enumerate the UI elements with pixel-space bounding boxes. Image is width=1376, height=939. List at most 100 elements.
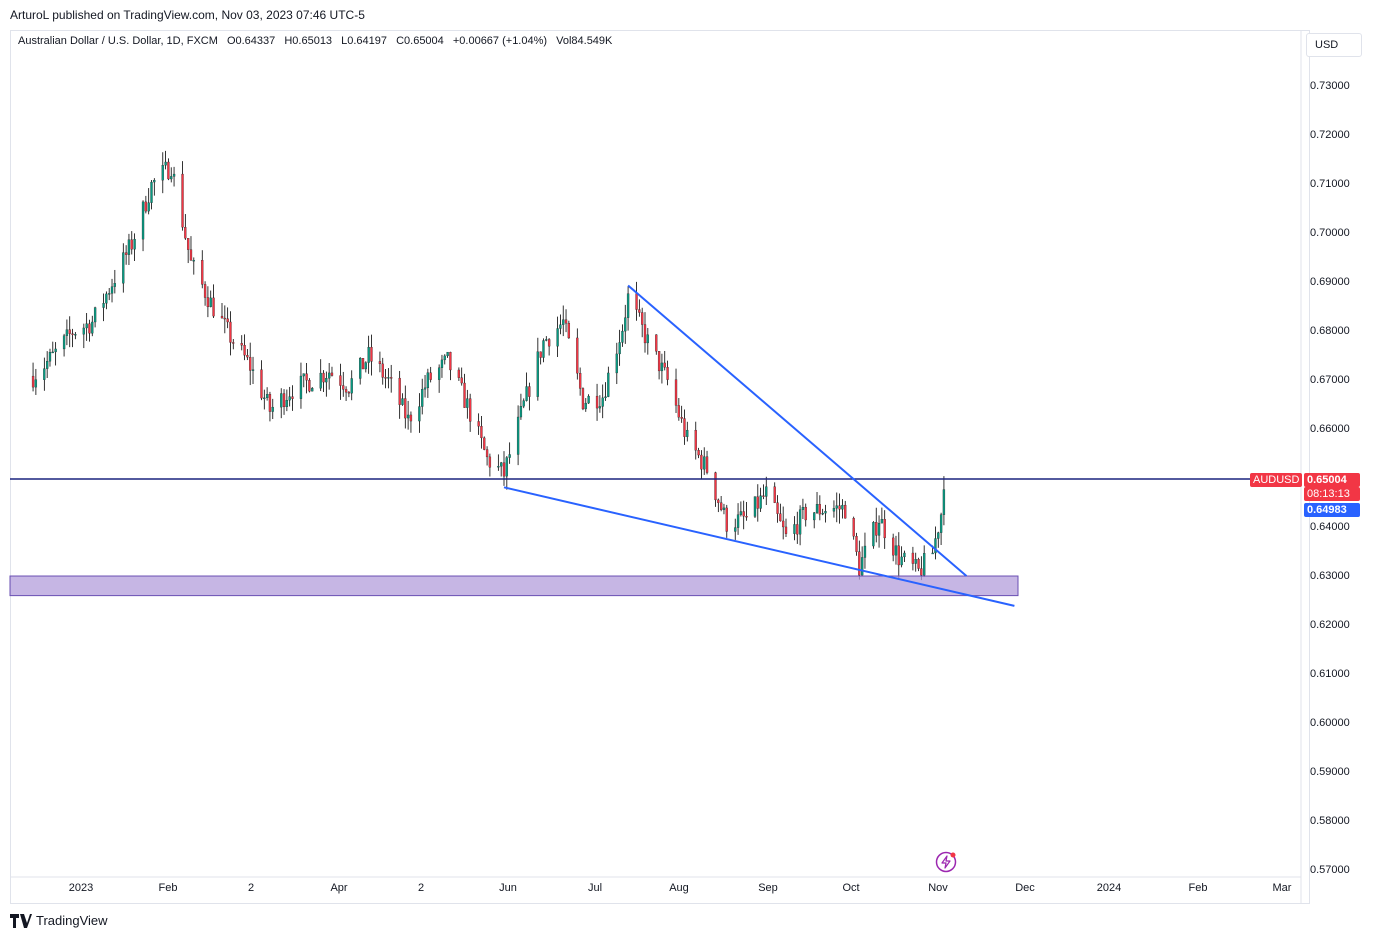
time-axis-label: Aug bbox=[669, 882, 689, 894]
candle-body bbox=[641, 312, 644, 325]
time-axis-label: Dec bbox=[1015, 882, 1035, 894]
candle-body bbox=[325, 378, 328, 383]
candle-body bbox=[344, 389, 348, 393]
candle-body bbox=[322, 372, 325, 383]
candle-body bbox=[522, 400, 525, 407]
price-axis-label: 0.60000 bbox=[1310, 717, 1350, 729]
chart-frame[interactable] bbox=[10, 30, 1310, 904]
candle-body bbox=[903, 552, 906, 558]
candle-body bbox=[804, 506, 807, 521]
candle-body bbox=[170, 176, 173, 180]
candle-body bbox=[937, 532, 940, 539]
time-axis-label: 2 bbox=[417, 882, 425, 894]
candle-body bbox=[502, 462, 506, 477]
candle-body bbox=[426, 372, 430, 389]
candle-body bbox=[657, 351, 661, 372]
trendline bbox=[627, 284, 968, 577]
candle-body bbox=[350, 378, 353, 394]
candle-body bbox=[655, 334, 658, 352]
candle-body bbox=[626, 293, 630, 318]
candle-body bbox=[404, 398, 407, 419]
candle-body bbox=[192, 260, 195, 262]
candle-body bbox=[762, 495, 765, 497]
candle-body bbox=[339, 375, 342, 386]
candle-body bbox=[189, 249, 193, 261]
price-axis-label: 0.61000 bbox=[1310, 668, 1350, 680]
candle-body bbox=[161, 165, 164, 181]
candle-body bbox=[457, 369, 461, 378]
candle-body bbox=[666, 367, 669, 380]
candle-body bbox=[923, 553, 926, 576]
candle-body bbox=[855, 536, 858, 552]
price-axis-label: 0.59000 bbox=[1310, 766, 1350, 778]
candle-body bbox=[598, 406, 602, 409]
candle-body bbox=[124, 252, 128, 255]
candle-body bbox=[601, 397, 604, 407]
currency-button[interactable]: USD bbox=[1306, 33, 1362, 57]
candle-body bbox=[263, 397, 266, 400]
candle-body bbox=[226, 318, 229, 323]
candle-body bbox=[745, 516, 748, 518]
candle-body bbox=[497, 466, 500, 468]
candle-body bbox=[401, 398, 404, 405]
price-axis-label: 0.62000 bbox=[1310, 619, 1350, 631]
price-axis-label: 0.67000 bbox=[1310, 374, 1350, 386]
candle-body bbox=[423, 387, 427, 390]
candle-body bbox=[164, 161, 167, 166]
candle-body bbox=[463, 382, 466, 408]
candle-body bbox=[364, 362, 367, 370]
candle-body bbox=[62, 335, 66, 350]
candle-body bbox=[911, 552, 915, 564]
price-axis-label: 0.73000 bbox=[1310, 80, 1350, 92]
candle-body bbox=[381, 363, 384, 378]
candle-body bbox=[31, 375, 35, 388]
candle-body bbox=[759, 495, 762, 509]
candle-body bbox=[528, 386, 531, 397]
candle-body bbox=[102, 303, 105, 308]
lightning-icon[interactable] bbox=[935, 851, 957, 873]
price-axis-label: 0.70000 bbox=[1310, 227, 1350, 239]
candle-body bbox=[153, 180, 156, 183]
candle-body bbox=[779, 513, 782, 522]
candle-body bbox=[872, 522, 875, 547]
legend-high: H0.65013 bbox=[284, 35, 333, 47]
candle-body bbox=[46, 361, 49, 369]
candle-body bbox=[449, 351, 452, 371]
candle-body bbox=[271, 406, 274, 412]
candle-body bbox=[34, 379, 38, 388]
candle-body bbox=[429, 372, 432, 380]
candle-body bbox=[756, 496, 759, 509]
time-axis-label: Nov bbox=[928, 882, 948, 894]
candle-body bbox=[421, 389, 424, 407]
candle-body bbox=[519, 406, 523, 418]
candle-body bbox=[311, 388, 314, 392]
candle-body bbox=[942, 489, 946, 515]
candle-body bbox=[43, 368, 46, 380]
legend-symbol: Australian Dollar / U.S. Dollar, 1D, FXC… bbox=[18, 35, 218, 47]
candle-body bbox=[398, 377, 401, 405]
legend-close: C0.65004 bbox=[396, 35, 444, 47]
candle-body bbox=[824, 511, 827, 514]
candle-body bbox=[367, 346, 370, 363]
candle-body bbox=[105, 293, 108, 304]
candle-body bbox=[813, 512, 816, 521]
candle-body bbox=[584, 402, 587, 410]
candle-body bbox=[877, 522, 881, 536]
candle-body bbox=[74, 334, 77, 336]
candle-body bbox=[835, 505, 838, 509]
time-axis-label: Jun bbox=[499, 882, 517, 894]
candle-body bbox=[646, 334, 649, 344]
price-axis-label: 0.57000 bbox=[1310, 864, 1350, 876]
candle-body bbox=[562, 319, 565, 325]
candle-body bbox=[547, 339, 551, 347]
candle-body bbox=[717, 499, 720, 503]
candle-body bbox=[147, 202, 150, 212]
candle-body bbox=[801, 506, 805, 510]
candle-body bbox=[841, 504, 844, 510]
time-axis-label: Mar bbox=[1272, 882, 1292, 894]
candle-body bbox=[220, 315, 224, 319]
candle-body bbox=[618, 342, 621, 355]
candle-body bbox=[477, 421, 480, 427]
candle-body bbox=[798, 509, 802, 535]
